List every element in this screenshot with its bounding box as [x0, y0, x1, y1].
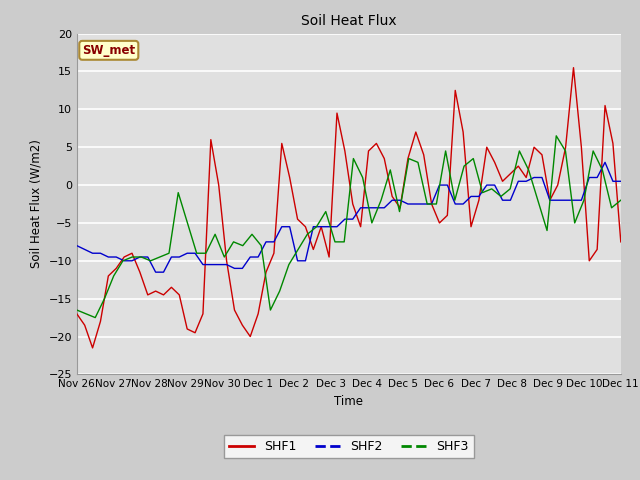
Legend: SHF1, SHF2, SHF3: SHF1, SHF2, SHF3 — [224, 435, 474, 458]
X-axis label: Time: Time — [334, 395, 364, 408]
Y-axis label: Soil Heat Flux (W/m2): Soil Heat Flux (W/m2) — [30, 140, 43, 268]
Text: SW_met: SW_met — [82, 44, 136, 57]
Title: Soil Heat Flux: Soil Heat Flux — [301, 14, 397, 28]
